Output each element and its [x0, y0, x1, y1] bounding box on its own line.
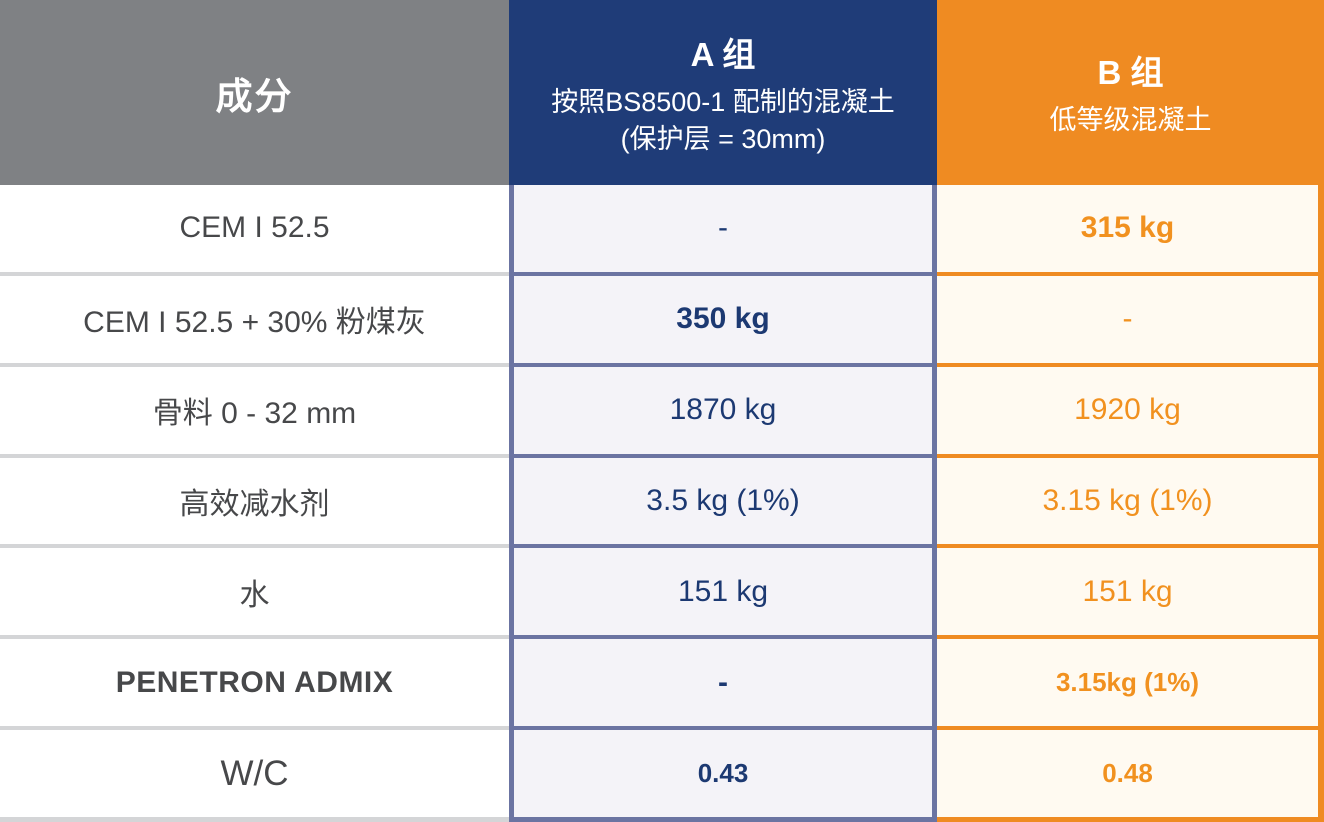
- group-b-value: 3.15 kg (1%): [937, 453, 1318, 545]
- group-b-title: B 组: [1097, 54, 1164, 92]
- group-a-value: 350 kg: [514, 271, 932, 363]
- ingredient-cell: W/C: [0, 726, 509, 817]
- ingredient-cell: 骨料 0 - 32 mm: [0, 362, 509, 454]
- ingredient-header-label: 成分: [215, 75, 294, 117]
- column-group-a: A 组 按照BS8500-1 配制的混凝土(保护层 = 30mm) - 350 …: [509, 0, 937, 822]
- group-b-subtitle: 低等级混凝土: [1049, 105, 1212, 136]
- group-b-value: 1920 kg: [937, 362, 1318, 454]
- ingredient-cell: 高效减水剂: [0, 453, 509, 545]
- group-a-value: -: [718, 211, 728, 245]
- column-group-b: B 组 低等级混凝土 315 kg - 1920 kg 3.15 kg (1%)…: [937, 0, 1324, 822]
- group-b-value: 0.48: [937, 726, 1318, 817]
- ingredient-column-header: 成分: [0, 0, 509, 185]
- group-b-value: 151 kg: [937, 544, 1318, 635]
- group-b-column-body: 315 kg - 1920 kg 3.15 kg (1%) 151 kg 3.1…: [937, 185, 1324, 822]
- ingredient-column-body: CEM I 52.5 CEM I 52.5 + 30% 粉煤灰 骨料 0 - 3…: [0, 185, 509, 822]
- group-a-title: A 组: [690, 36, 756, 74]
- group-b-value: -: [937, 271, 1318, 363]
- group-a-subtitle: 按照BS8500-1 配制的混凝土(保护层 = 30mm): [551, 87, 895, 154]
- group-b-value: 315 kg: [1080, 211, 1175, 245]
- group-b-header: B 组 低等级混凝土: [937, 0, 1324, 185]
- group-b-value: 3.15kg (1%): [937, 635, 1318, 726]
- group-a-column-body: - 350 kg 1870 kg 3.5 kg (1%) 151 kg - 0.…: [509, 185, 937, 822]
- group-a-value: 0.43: [514, 726, 932, 817]
- column-ingredient: 成分 CEM I 52.5 CEM I 52.5 + 30% 粉煤灰 骨料 0 …: [0, 0, 509, 822]
- ingredient-cell: PENETRON ADMIX: [0, 635, 509, 726]
- group-a-value: 151 kg: [514, 544, 932, 635]
- ingredient-cell: 水: [0, 544, 509, 635]
- ingredient-cell: CEM I 52.5: [179, 211, 330, 245]
- group-a-value: 1870 kg: [514, 362, 932, 454]
- group-a-header: A 组 按照BS8500-1 配制的混凝土(保护层 = 30mm): [509, 0, 937, 185]
- group-a-value: -: [514, 635, 932, 726]
- ingredient-cell: CEM I 52.5 + 30% 粉煤灰: [0, 271, 509, 363]
- group-a-value: 3.5 kg (1%): [514, 453, 932, 545]
